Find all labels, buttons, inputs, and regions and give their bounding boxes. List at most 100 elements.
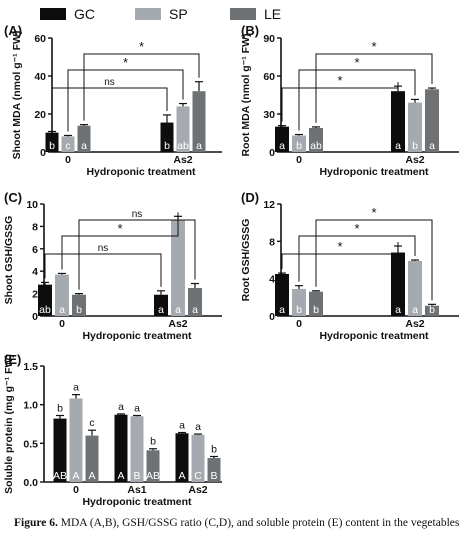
p3-bracket-le [315,219,433,301]
p0-xtick-label-1: As2 [173,154,192,166]
p4-top-letter-le-0: c [89,417,94,429]
p2-ytick-label-1: 2 [32,289,38,301]
legend-item-gc: GC [40,4,95,24]
p2-ytick-label-5: 10 [26,199,38,211]
p2-letter-sp-0: a [59,304,65,316]
p0-panel-label: (A) [4,23,22,38]
p4-ytick-label-3: 1.5 [23,361,38,373]
p2-xtick-label-1: As2 [168,318,187,330]
p4-bar-gc-0 [53,418,67,482]
legend-label-sp: SP [169,6,188,22]
p2-letter-le-0: b [76,304,82,316]
p4-bar-sp-0 [69,398,83,482]
p4-xtick-label-2: As2 [188,484,207,496]
p2-bracket-le [78,219,196,290]
p1-ytick-label-1: 30 [263,109,275,121]
p4-top-letter-le-2: b [211,443,217,455]
legend-swatch-sp [135,8,161,20]
p0-ytick-label-2: 40 [34,71,46,83]
p0-letter-sp-0: c [65,140,70,152]
p3-bar-le-0 [309,291,323,316]
p3-y-axis-label: Root GSH/GSSG [240,219,252,302]
p3-bar-sp-1 [408,260,422,316]
p2-bar-le-0 [72,294,86,316]
legend-swatch-le [230,8,256,20]
legend-swatch-gc [40,8,66,20]
p2-bar-sp-1 [171,219,185,316]
p1-bar-gc-0 [275,126,289,152]
p1-panel-label: (B) [241,23,259,38]
p1-bracket-sp [298,69,416,131]
p1-x-axis-label: Hydroponic treatment [319,166,429,178]
p3-letter-sp-1: a [412,304,418,316]
p1-letter-le-1: a [429,140,435,152]
p3-ytick-label-1: 4 [269,274,275,286]
p4-bar-sp-2 [191,434,205,482]
p2-y-axis-label: Shoot GSH/GSSG [3,216,15,305]
p1-bracket-label-le: * [371,39,376,54]
p2-ytick-label-0: 0 [32,311,38,323]
p4-bar-le-0 [85,435,99,482]
p0-letter-le-1: a [196,140,202,152]
p3-bar-gc-1 [391,252,405,316]
p0-letter-sp-1: ab [177,140,189,152]
p4-top-letter-sp-0: a [73,382,79,394]
p1-bracket-gc [281,82,399,122]
p1-ytick-label-2: 60 [263,71,275,83]
p4-x-axis-label: Hydroponic treatment [82,496,192,508]
p4-top-letter-gc-2: a [179,420,185,432]
p1-bracket-label-gc: * [337,73,342,88]
p2-ytick-label-2: 4 [32,266,38,278]
p3-ytick-label-3: 12 [263,199,275,211]
p1-letter-sp-0: b [296,140,302,152]
legend-label-gc: GC [74,6,95,22]
p3-x-axis-label: Hydroponic treatment [319,330,429,342]
p2-xtick-label-0: 0 [59,318,65,330]
p4-letter-sp-0: A [72,470,79,482]
p0-ytick-label-0: 0 [40,147,46,159]
p1-bar-sp-0 [292,135,306,152]
p1-xtick-label-1: As2 [405,154,424,166]
p1-bar-le-0 [309,127,323,152]
p3-letter-sp-0: b [296,304,302,316]
p1-letter-sp-1: b [412,140,418,152]
p1-bar-le-1 [425,89,439,152]
p1-bar-gc-1 [391,91,405,152]
figure-caption: Figure 6. MDA (A,B), GSH/GSSG ratio (C,D… [14,517,474,529]
p4-letter-gc-1: A [117,470,124,482]
p2-ytick-label-3: 6 [32,244,38,256]
p2-bar-gc-1 [154,294,168,316]
p0-bar-le-0 [77,125,91,152]
p3-bracket-label-sp: * [354,221,359,236]
p4-top-letter-gc-0: b [57,402,63,414]
p4-letter-sp-1: B [133,470,140,482]
p4-top-letter-le-1: b [150,436,156,448]
p2-letter-gc-0: ab [39,304,51,316]
p0-letter-gc-0: b [49,140,55,152]
p4-bar-gc-1 [114,414,128,482]
p1-bracket-label-sp: * [354,55,359,70]
p4-letter-sp-2: C [194,470,202,482]
p1-xtick-label-0: 0 [296,154,302,166]
p4-letter-gc-0: AB [53,470,67,482]
p3-xtick-label-1: As2 [405,318,424,330]
p3-ytick-label-0: 0 [269,311,275,323]
p4-top-letter-sp-1: a [134,402,140,414]
p2-bracket-label-sp: * [117,221,122,236]
p0-bar-sp-0 [61,136,75,152]
chart-panel-e: (E) 0.0 0.5 1.0 1.5 Soluble protein (mg g⁻¹ F… [3,352,222,508]
p0-ytick-label-3: 60 [34,33,46,45]
p3-bar-sp-0 [292,288,306,316]
p3-bracket-sp [298,235,416,282]
p2-bracket-sp [61,212,179,270]
p0-bar-sp-1 [176,106,190,152]
p2-bracket-label-le: ns [132,209,143,220]
p4-ytick-label-2: 1.0 [23,400,38,412]
p2-bracket-label-gc: ns [98,243,109,254]
caption-label: Figure 6. [14,517,58,529]
legend-item-le: LE [230,4,281,24]
